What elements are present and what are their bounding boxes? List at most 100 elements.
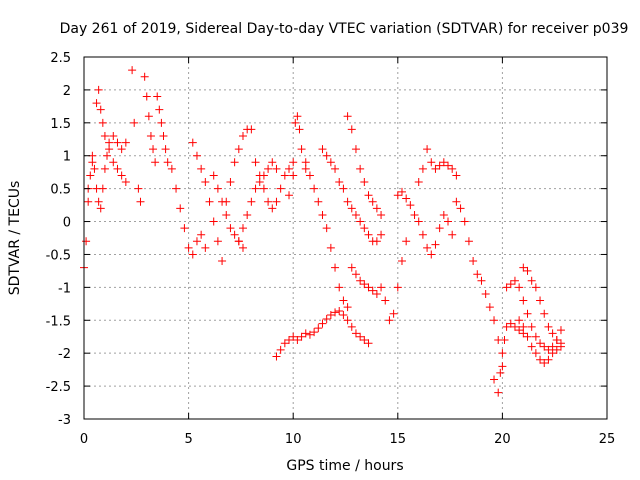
- data-point: [201, 178, 210, 187]
- grid-lines: [84, 57, 607, 419]
- data-point: [161, 145, 170, 154]
- data-point: [377, 230, 386, 239]
- data-point: [368, 286, 377, 295]
- data-point: [414, 217, 423, 226]
- data-point: [364, 339, 373, 348]
- data-point: [406, 201, 415, 210]
- data-point: [356, 332, 365, 341]
- data-point: [188, 138, 197, 147]
- data-point: [268, 158, 277, 167]
- data-point: [523, 332, 532, 341]
- data-point: [519, 263, 528, 272]
- series-track-o: [301, 158, 352, 312]
- data-point: [163, 158, 172, 167]
- data-point: [226, 224, 235, 233]
- data-point: [339, 311, 348, 320]
- data-point: [548, 329, 557, 338]
- data-point: [490, 316, 499, 325]
- data-point: [251, 158, 260, 167]
- data-point: [201, 243, 210, 252]
- data-point: [285, 336, 294, 345]
- data-point: [276, 345, 285, 354]
- data-point: [113, 164, 122, 173]
- data-point: [136, 197, 145, 206]
- data-point: [494, 388, 503, 397]
- data-point: [130, 118, 139, 127]
- data-point: [94, 85, 103, 94]
- data-point: [234, 237, 243, 246]
- data-point: [360, 178, 369, 187]
- data-point: [326, 243, 335, 252]
- data-point: [100, 131, 109, 140]
- data-point: [247, 125, 256, 134]
- data-point: [536, 296, 545, 305]
- data-point: [552, 336, 561, 345]
- data-point: [285, 191, 294, 200]
- data-point: [360, 336, 369, 345]
- data-point: [439, 158, 448, 167]
- data-point: [515, 283, 524, 292]
- data-point: [96, 105, 105, 114]
- series-track-q: [343, 112, 386, 219]
- data-point: [418, 164, 427, 173]
- data-point: [243, 210, 252, 219]
- data-point: [100, 164, 109, 173]
- y-tick-label: -1.5: [46, 314, 71, 329]
- data-point: [372, 237, 381, 246]
- data-point: [180, 224, 189, 233]
- data-point: [305, 171, 314, 180]
- data-point: [372, 289, 381, 298]
- data-point: [121, 178, 130, 187]
- data-point: [209, 171, 218, 180]
- data-point: [251, 184, 260, 193]
- data-point: [485, 303, 494, 312]
- data-point: [98, 184, 107, 193]
- data-point: [322, 314, 331, 323]
- series-track-z: [519, 263, 565, 351]
- y-tick-label: -0.5: [46, 248, 71, 263]
- data-point: [456, 204, 465, 213]
- data-point: [192, 151, 201, 160]
- data-point: [121, 138, 130, 147]
- data-point: [356, 164, 365, 173]
- data-point: [197, 230, 206, 239]
- data-point: [414, 178, 423, 187]
- data-point: [347, 125, 356, 134]
- data-point: [448, 230, 457, 239]
- data-point: [389, 309, 398, 318]
- data-point: [167, 164, 176, 173]
- data-point: [255, 171, 264, 180]
- data-point: [314, 197, 323, 206]
- data-point: [452, 171, 461, 180]
- data-point: [285, 164, 294, 173]
- data-point: [431, 164, 440, 173]
- chart-title: Day 261 of 2019, Sidereal Day-to-day VTE…: [60, 21, 629, 37]
- data-point: [556, 326, 565, 335]
- data-point: [293, 336, 302, 345]
- data-point: [527, 322, 536, 331]
- data-point: [98, 118, 107, 127]
- data-point: [109, 158, 118, 167]
- data-point: [540, 342, 549, 351]
- data-point: [448, 164, 457, 173]
- data-point: [153, 92, 162, 101]
- data-point: [527, 342, 536, 351]
- data-point: [238, 131, 247, 140]
- series-track-d: [128, 66, 139, 127]
- data-point: [527, 276, 536, 285]
- data-point: [510, 276, 519, 285]
- data-point: [360, 224, 369, 233]
- data-point: [377, 283, 386, 292]
- data-point: [473, 270, 482, 279]
- data-point: [335, 307, 344, 316]
- data-point: [331, 308, 340, 317]
- data-point: [326, 158, 335, 167]
- x-tick-label: 0: [80, 432, 88, 447]
- x-axis-label: GPS time / hours: [286, 458, 403, 474]
- data-point: [238, 224, 247, 233]
- data-point: [268, 204, 277, 213]
- data-point: [444, 161, 453, 170]
- data-point: [272, 352, 281, 361]
- data-point: [293, 112, 302, 121]
- data-point: [372, 204, 381, 213]
